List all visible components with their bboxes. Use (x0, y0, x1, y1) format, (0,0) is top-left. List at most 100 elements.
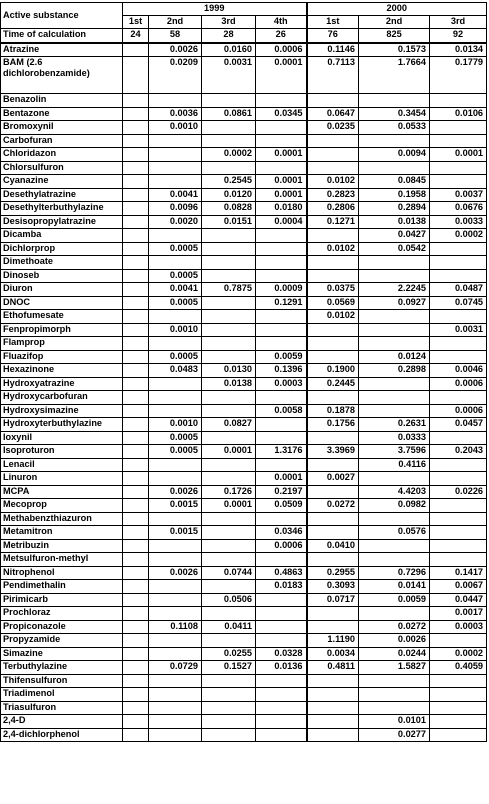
substance-name: Pirimicarb (0, 592, 123, 607)
substance-name: Propiconazole (0, 619, 123, 634)
concentration-cell (254, 619, 308, 634)
table-row: Prochloraz 0.0017 (0, 606, 488, 621)
concentration-cell (429, 552, 488, 567)
concentration-cell (122, 133, 149, 148)
substance-name: Terbuthylazine (0, 660, 123, 675)
concentration-cell: 0.0226 (429, 484, 488, 499)
concentration-cell: 0.0036 (148, 106, 202, 121)
concentration-cell: 0.7296 (358, 565, 431, 580)
concentration-cell: 0.0676 (429, 201, 488, 216)
substance-name: Dinoseb (0, 268, 123, 283)
concentration-cell (122, 336, 149, 351)
concentration-cell (201, 727, 256, 742)
concentration-cell: 0.0005 (148, 295, 202, 310)
concentration-cell: 0.0576 (358, 525, 431, 540)
table-row: Isoproturon 0.0005 0.0001 1.3176 3.3969 3.759… (0, 444, 488, 459)
concentration-cell (148, 174, 202, 189)
concentration-cell (254, 457, 308, 472)
concentration-cell: 0.2894 (358, 201, 431, 216)
concentration-cell (122, 106, 149, 121)
concentration-cell (122, 471, 149, 486)
table-row: Hexazinone 0.0483 0.0130 0.1396 0.1900 0.2898… (0, 363, 488, 378)
concentration-cell (122, 93, 149, 108)
table-row: Hydroxycarbofuran (0, 390, 488, 405)
concentration-cell (201, 349, 256, 364)
concentration-cell (429, 498, 488, 513)
concentration-cell: 0.0328 (254, 646, 308, 661)
concentration-cell (148, 538, 202, 553)
concentration-cell (254, 322, 308, 337)
concentration-cell (201, 687, 256, 702)
concentration-cell (254, 687, 308, 702)
concentration-cell (305, 160, 360, 175)
concentration-cell: 0.1108 (148, 619, 202, 634)
concentration-cell (254, 714, 308, 729)
substance-name: Hexazinone (0, 363, 123, 378)
concentration-cell: 0.2823 (305, 187, 360, 202)
concentration-cell (122, 390, 149, 405)
concentration-cell (148, 133, 202, 148)
substance-name: Dichlorprop (0, 241, 123, 256)
concentration-cell (201, 390, 256, 405)
table-row: Thifensulfuron (0, 673, 488, 688)
concentration-cell (201, 714, 256, 729)
concentration-cell (122, 363, 149, 378)
concentration-cell: 0.0102 (305, 309, 360, 324)
concentration-cell (201, 633, 256, 648)
concentration-cell: 0.0346 (254, 525, 308, 540)
table-row: Carbofuran (0, 133, 488, 148)
concentration-cell: 0.0017 (429, 606, 488, 621)
concentration-cell: 0.1779 (429, 56, 488, 94)
substance-name: Carbofuran (0, 133, 123, 148)
concentration-cell: 0.0982 (358, 498, 431, 513)
concentration-cell (358, 93, 431, 108)
table-row: Propyzamide 1.1190 0.0026 (0, 633, 488, 648)
concentration-cell (254, 228, 308, 243)
concentration-cell: 0.0037 (429, 187, 488, 202)
concentration-cell (429, 309, 488, 324)
concentration-cell (122, 457, 149, 472)
concentration-cell: 0.0410 (305, 538, 360, 553)
table-row: Desethylterbuthylazine 0.0096 0.0828 0.0180… (0, 201, 488, 216)
year-1999: 1999 (121, 2, 308, 16)
concentration-cell: 0.0533 (358, 120, 431, 135)
substance-name: Desisopropylatrazine (0, 214, 123, 229)
concentration-cell (305, 93, 360, 108)
concentration-cell: 0.0006 (429, 376, 488, 391)
concentration-cell: 0.0005 (148, 349, 202, 364)
concentration-cell (122, 727, 149, 742)
substance-name: Fenpropimorph (0, 322, 123, 337)
concentration-cell: 0.7113 (305, 56, 360, 94)
substance-name: Ioxynil (0, 430, 123, 445)
concentration-cell (201, 673, 256, 688)
concentration-cell: 0.0183 (254, 579, 308, 594)
concentration-cell (254, 336, 308, 351)
concentration-cell (122, 376, 149, 391)
concentration-cell: 0.1878 (305, 403, 360, 418)
concentration-cell: 0.0375 (305, 282, 360, 297)
concentration-cell (148, 552, 202, 567)
concentration-cell (122, 160, 149, 175)
concentration-cell (122, 687, 149, 702)
concentration-cell: 0.0003 (429, 619, 488, 634)
concentration-cell (122, 673, 149, 688)
pesticide-table-container: Active substance 1999 2000 1st 2nd 3rd 4… (0, 2, 489, 742)
concentration-cell: 0.0160 (201, 42, 256, 57)
table-row: Nitrophenol 0.0026 0.0744 0.4863 0.2955 0.729… (0, 565, 488, 580)
concentration-cell: 0.0002 (201, 147, 256, 162)
concentration-cell: 1.1190 (305, 633, 360, 648)
concentration-cell: 0.3454 (358, 106, 431, 121)
concentration-cell (148, 93, 202, 108)
concentration-cell: 0.0101 (358, 714, 431, 729)
concentration-cell (122, 42, 149, 57)
table-row: Triadimenol (0, 687, 488, 702)
concentration-cell (305, 552, 360, 567)
concentration-cell (254, 430, 308, 445)
table-row: Cyanazine 0.2545 0.0001 0.0102 0.0845 (0, 174, 488, 189)
concentration-cell (254, 268, 308, 283)
concentration-cell: 0.0717 (305, 592, 360, 607)
concentration-cell (358, 552, 431, 567)
concentration-cell: 0.0026 (358, 633, 431, 648)
table-row: Dinoseb 0.0005 (0, 268, 488, 283)
concentration-cell (305, 457, 360, 472)
